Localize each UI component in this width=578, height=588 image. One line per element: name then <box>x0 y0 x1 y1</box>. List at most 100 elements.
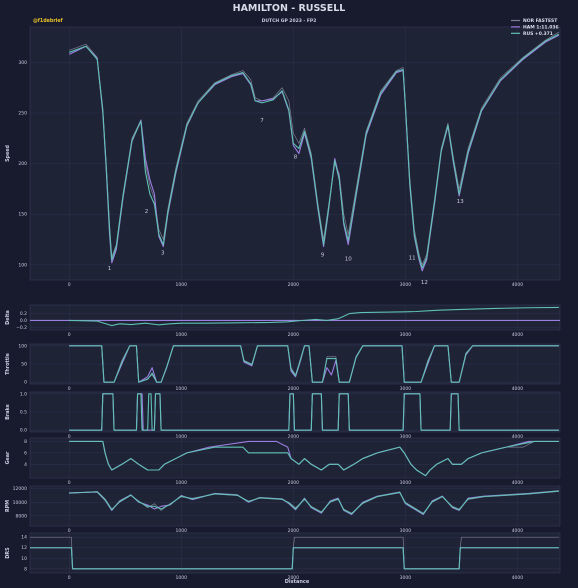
panel-drs-xtick-label: 0 <box>68 575 71 581</box>
watermark-handle: @f1debrief <box>33 18 64 24</box>
panel-drs-xtick-label: 2000 <box>288 575 300 581</box>
panel-gear-ytick-label: 4 <box>24 462 27 468</box>
panel-delta-xtick-label: 1000 <box>176 332 188 338</box>
corner-label-12: 12 <box>421 280 428 286</box>
panel-rpm-ytick-label: 8000 <box>16 513 28 519</box>
panel-drs-ytick-label: 8 <box>24 566 27 572</box>
panel-brake-xtick-label: 0 <box>68 434 71 440</box>
panel-gear-xtick-label: 4000 <box>512 480 524 486</box>
panel-speed-xtick-label: 2000 <box>288 282 300 288</box>
panel-drs: 0 1000 2000 3000 4000 8 10 12 14 DRS <box>5 532 561 581</box>
panel-rpm-ylabel: RPM <box>5 500 11 512</box>
series-russell-brake <box>69 393 559 431</box>
series-russell-gear <box>69 440 559 477</box>
panel-brake-xtick-label: 3000 <box>400 434 412 440</box>
panel-brake-ytick-label: 0.5 <box>20 410 27 416</box>
panel-gear-ylabel: Gear <box>5 451 11 464</box>
series-russell-rpm <box>69 490 559 515</box>
panel-speed: 0 1000 2000 3000 4000100150200250300Speed123… <box>5 26 561 288</box>
panel-throttle-ytick-label: 0 <box>24 380 27 386</box>
panel-drs-ytick-label: 12 <box>21 545 27 551</box>
panel-brake-ylabel: Brake <box>5 403 11 419</box>
series-russell-drs <box>30 547 559 570</box>
panel-speed-ylabel: Speed <box>5 145 11 162</box>
panel-gear-xtick-label: 0 <box>68 480 71 486</box>
panel-speed-ytick-label: 250 <box>18 111 27 117</box>
panel-rpm-xtick-label: 1000 <box>176 528 188 534</box>
panel-throttle-ytick-label: 50 <box>21 362 27 368</box>
panel-speed-ytick-label: 300 <box>18 60 27 66</box>
panel-throttle-xtick-label: 0 <box>68 386 71 392</box>
panel-delta-xtick-label: 2000 <box>288 332 300 338</box>
panel-gear-ytick-label: 6 <box>24 450 27 456</box>
panel-throttle-xtick-label: 3000 <box>400 386 412 392</box>
panel-rpm-frame <box>29 485 561 527</box>
panel-throttle-xtick-label: 2000 <box>288 386 300 392</box>
series-russell-speed <box>69 33 560 269</box>
panel-delta-ytick-label: 0.0 <box>20 318 27 324</box>
panel-speed-xtick-label: 0 <box>68 282 71 288</box>
panel-gear: 0 1000 2000 3000 4000 4 6 8 Gear <box>5 437 561 486</box>
panel-gear-xtick-label: 1000 <box>176 480 188 486</box>
series-russell-throttle <box>69 345 559 383</box>
corner-label-2: 2 <box>145 209 149 215</box>
x-axis-label: Distance <box>285 579 310 585</box>
panel-throttle-xtick-label: 4000 <box>512 386 524 392</box>
panel-brake-ytick-label: 0.0 <box>20 428 27 434</box>
panel-drs-ylabel: DRS <box>5 547 11 559</box>
panel-delta-xtick-label: 4000 <box>512 332 524 338</box>
panel-drs-ytick-label: 14 <box>21 535 27 541</box>
panel-drs-xtick-label: 3000 <box>400 575 412 581</box>
panel-throttle-ylabel: Throttle <box>5 352 11 375</box>
panel-gear-xtick-label: 2000 <box>288 480 300 486</box>
chart-title: HAMILTON - RUSSELL <box>233 3 346 14</box>
panel-rpm-ytick-label: 12000 <box>13 486 27 492</box>
chart-subtitle: DUTCH GP 2023 - FP2 <box>262 18 317 24</box>
panel-drs-xtick-label: 4000 <box>512 575 524 581</box>
corner-label-1: 1 <box>108 266 112 272</box>
panels-layer: 0 1000 2000 3000 4000100150200250300Speed123… <box>5 26 561 581</box>
panel-drs-frame <box>29 532 561 574</box>
panel-delta-ylabel: Delta <box>5 310 11 324</box>
panel-rpm-ytick-label: 10000 <box>13 500 27 506</box>
panel-brake-xtick-label: 4000 <box>512 434 524 440</box>
corner-label-9: 9 <box>321 253 325 259</box>
panel-gear-ytick-label: 8 <box>24 439 27 445</box>
panel-rpm-xtick-label: 0 <box>68 528 71 534</box>
panel-brake: 0 1000 2000 3000 4000 0.0 0.5 1.0 Brake <box>5 391 561 440</box>
panel-delta-ytick-label: 0.2 <box>20 311 27 317</box>
panel-speed-xtick-label: 4000 <box>512 282 524 288</box>
panel-brake-xtick-label: 2000 <box>288 434 300 440</box>
panel-speed-ytick-label: 100 <box>18 262 27 268</box>
panel-rpm: 0 1000 2000 3000 4000 8000 10000 12000 RPM <box>5 485 561 534</box>
panel-speed-ytick-label: 150 <box>18 212 27 218</box>
panel-speed-ytick-label: 200 <box>18 161 27 167</box>
panel-delta-xtick-label: 0 <box>68 332 71 338</box>
legend-label-russell: RUS +0.371 <box>523 31 553 37</box>
corner-label-10: 10 <box>345 257 352 263</box>
corner-label-8: 8 <box>294 155 298 161</box>
panel-throttle-xtick-label: 1000 <box>176 386 188 392</box>
panel-speed-xtick-label: 1000 <box>176 282 188 288</box>
panel-throttle-ytick-label: 100 <box>18 343 27 349</box>
panel-drs-xtick-label: 1000 <box>176 575 188 581</box>
panel-delta-xtick-label: 3000 <box>400 332 412 338</box>
legend-label-hamilton: HAM 1:11.036 <box>523 24 559 30</box>
corner-label-13: 13 <box>457 199 464 205</box>
panel-brake-ytick-label: 1.0 <box>20 391 27 397</box>
corner-label-11: 11 <box>409 256 416 262</box>
panel-brake-xtick-label: 1000 <box>176 434 188 440</box>
panel-gear-xtick-label: 3000 <box>400 480 412 486</box>
panel-speed-xtick-label: 3000 <box>400 282 412 288</box>
panel-throttle: 0 1000 2000 3000 4000 0 50 100 Throttle <box>5 343 561 392</box>
panel-drs-ytick-label: 10 <box>21 556 27 562</box>
panel-speed-frame <box>29 26 561 281</box>
panel-rpm-xtick-label: 3000 <box>400 528 412 534</box>
panel-delta: 0 1000 2000 3000 4000 −0.20.00.2 Delta <box>5 304 561 338</box>
panel-gear-frame <box>29 437 561 479</box>
series-russell-delta <box>69 306 559 327</box>
legend-label-reference: NOR FASTEST <box>523 18 558 24</box>
